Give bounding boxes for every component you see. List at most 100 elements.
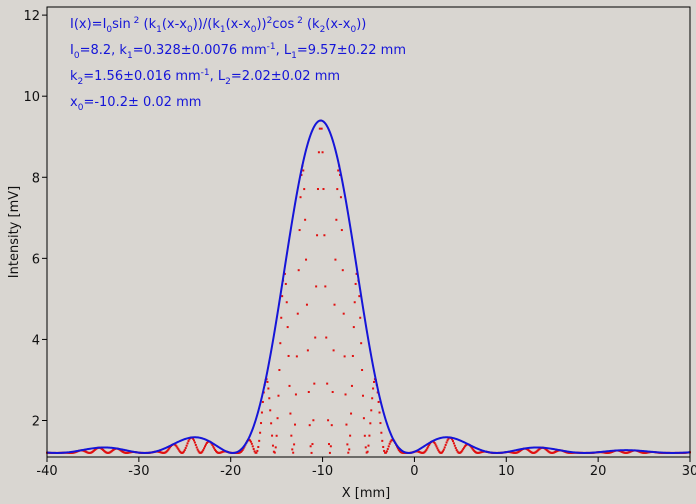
x-tick-label: 0 <box>410 464 418 479</box>
data-point <box>385 450 388 453</box>
data-point <box>318 127 321 130</box>
data-point <box>352 326 355 329</box>
data-point <box>174 444 177 447</box>
data-point <box>337 169 340 172</box>
data-point <box>286 326 289 329</box>
data-point <box>362 417 365 420</box>
data-point <box>342 312 345 315</box>
data-point <box>367 444 370 447</box>
y-axis-title: Intensity [mV] <box>7 186 22 278</box>
data-point <box>315 285 318 288</box>
data-point <box>437 449 440 452</box>
data-point <box>273 451 276 454</box>
data-point <box>290 434 293 437</box>
data-point <box>361 394 364 397</box>
x-axis-title: X [mm] <box>342 486 391 501</box>
data-point <box>426 447 429 450</box>
data-point <box>317 151 320 154</box>
data-point <box>267 387 270 390</box>
y-tick-label: 4 <box>32 333 40 348</box>
data-point <box>269 409 272 412</box>
data-point <box>296 312 299 315</box>
data-point <box>425 448 428 451</box>
data-point <box>175 445 178 448</box>
data-point <box>302 169 305 172</box>
data-point <box>326 382 329 385</box>
data-point <box>167 448 170 451</box>
data-point <box>288 384 291 387</box>
data-point <box>360 342 363 345</box>
x-tick-label: 10 <box>498 464 515 479</box>
data-point <box>212 445 215 448</box>
param-line-k2-l2: k2=1.56±0.016 mm-1, L2=2.02±0.02 mm <box>70 68 340 87</box>
data-point <box>214 448 217 451</box>
data-point <box>377 400 380 403</box>
data-point <box>432 440 435 443</box>
data-point <box>194 443 197 446</box>
param-line-x0: x0=-10.2± 0.02 mm <box>70 95 201 113</box>
data-point <box>445 441 448 444</box>
data-point <box>294 393 297 396</box>
data-point <box>297 269 300 272</box>
data-point <box>433 442 436 445</box>
data-point <box>195 446 198 449</box>
data-point <box>279 342 282 345</box>
data-point <box>436 447 439 450</box>
data-point <box>471 447 474 450</box>
data-point <box>306 349 309 352</box>
data-point <box>339 196 342 199</box>
data-point <box>320 127 323 130</box>
data-point <box>285 301 288 304</box>
data-point <box>187 440 190 443</box>
data-point <box>336 188 339 191</box>
param-line-i0-k1-l1: I0=8.2, k1=0.328±0.0076 mm-1, L1=9.57±0.… <box>70 42 406 61</box>
data-point <box>284 282 287 285</box>
x-tick-label: -10 <box>312 464 333 479</box>
data-point <box>328 443 331 446</box>
data-point <box>325 336 328 339</box>
data-point <box>358 295 361 298</box>
data-point <box>442 448 445 451</box>
data-point <box>242 447 245 450</box>
data-point <box>270 422 273 425</box>
data-point <box>380 431 383 434</box>
data-point <box>253 450 256 453</box>
data-point <box>397 448 400 451</box>
data-point <box>204 443 207 446</box>
data-point <box>343 355 346 358</box>
data-point <box>460 450 463 453</box>
plot-area <box>46 119 691 454</box>
data-point <box>182 450 185 453</box>
data-point <box>452 442 455 445</box>
data-point <box>257 445 260 448</box>
data-point <box>329 445 332 448</box>
data-point <box>378 411 381 414</box>
data-point <box>324 285 327 288</box>
data-point <box>350 384 353 387</box>
data-point <box>252 448 255 451</box>
data-point <box>260 422 263 425</box>
data-point <box>261 400 264 403</box>
data-point <box>345 423 348 426</box>
equation-line: I(x)=I0sin 2 (k1(x-x0))/(k1(x-x0))2cos 2… <box>70 16 366 35</box>
data-point <box>294 423 297 426</box>
data-point <box>178 449 181 452</box>
data-point <box>472 448 475 451</box>
x-tick-label: 20 <box>590 464 607 479</box>
data-point <box>323 234 326 237</box>
x-tick-label: -20 <box>220 464 241 479</box>
data-point <box>192 439 195 442</box>
data-point <box>344 393 347 396</box>
data-point <box>313 382 316 385</box>
data-point <box>249 440 252 443</box>
data-point <box>332 349 335 352</box>
data-point <box>274 446 277 449</box>
data-point <box>348 448 351 451</box>
data-point <box>292 451 295 454</box>
data-point <box>335 218 338 221</box>
data-point <box>202 449 205 452</box>
data-point <box>353 301 356 304</box>
